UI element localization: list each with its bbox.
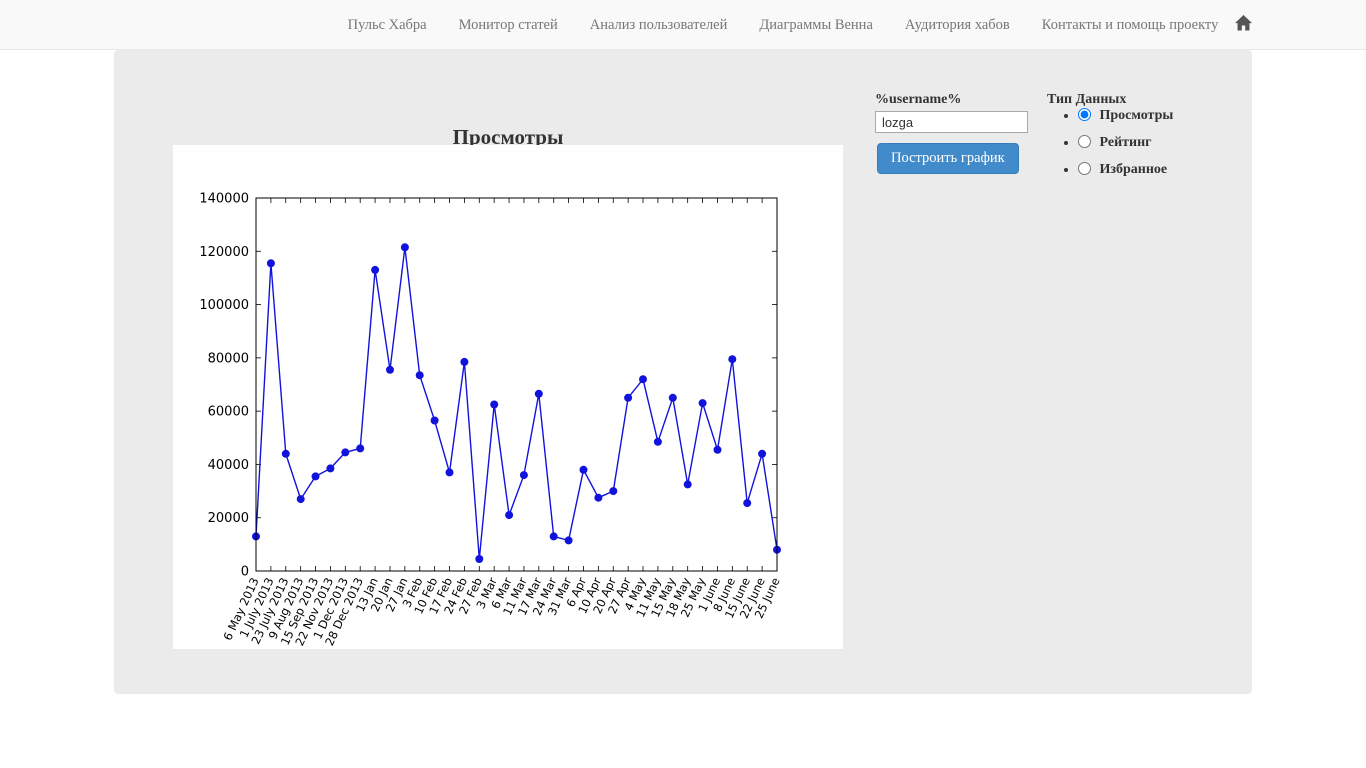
build-chart-button[interactable]: Построить график [877, 143, 1019, 174]
svg-text:120000: 120000 [199, 245, 249, 260]
svg-text:20000: 20000 [208, 511, 249, 526]
data-type-option-views: Просмотры [1078, 108, 1173, 135]
home-icon [1235, 14, 1252, 36]
nav-item-hub-audience[interactable]: Аудитория хабов [904, 17, 1010, 33]
chart-card: 0 20000 40000 60000 80000 100000 120000 140000 6… [173, 145, 843, 649]
username-input[interactable] [875, 111, 1028, 133]
svg-text:140000: 140000 [199, 192, 249, 207]
radio-favorites[interactable] [1078, 162, 1091, 175]
data-type-option-favorites: Избранное [1078, 162, 1173, 189]
svg-text:0: 0 [241, 565, 249, 580]
nav-item-contacts-help[interactable]: Контакты и помощь проекту [1041, 17, 1219, 33]
main-panel: Просмотры 0 20000 40000 60000 80000 100000 120… [114, 50, 1252, 694]
nav-item-venn-diagrams[interactable]: Диаграммы Венна [759, 17, 873, 33]
nav-item-user-analysis[interactable]: Анализ пользователей [589, 17, 728, 33]
navbar-inner: Пульс Хабра Монитор статей Анализ пользо… [114, 0, 1252, 50]
nav-links: Пульс Хабра Монитор статей Анализ пользо… [332, 0, 1235, 50]
svg-text:60000: 60000 [208, 405, 249, 420]
radio-views-label[interactable]: Просмотры [1099, 108, 1174, 123]
username-label: %username% [875, 92, 962, 107]
nav-item-article-monitor[interactable]: Монитор статей [458, 17, 558, 33]
radio-favorites-label[interactable]: Избранное [1099, 162, 1168, 177]
svg-text:80000: 80000 [208, 351, 249, 366]
nav-item-pulse-habr[interactable]: Пульс Хабра [347, 17, 427, 33]
data-type-label: Тип Данных [1047, 92, 1127, 107]
radio-views[interactable] [1078, 108, 1091, 121]
views-line-chart: 0200004000060000800001000001200001400006… [199, 192, 782, 649]
data-type-options: Просмотры Рейтинг Избранное [1050, 108, 1173, 189]
radio-rating[interactable] [1078, 135, 1091, 148]
data-type-option-rating: Рейтинг [1078, 135, 1173, 162]
radio-rating-label[interactable]: Рейтинг [1099, 135, 1152, 150]
top-navbar: Пульс Хабра Монитор статей Анализ пользо… [0, 0, 1366, 50]
svg-text:100000: 100000 [199, 298, 249, 313]
svg-text:40000: 40000 [208, 458, 249, 473]
home-button[interactable] [1235, 0, 1252, 50]
